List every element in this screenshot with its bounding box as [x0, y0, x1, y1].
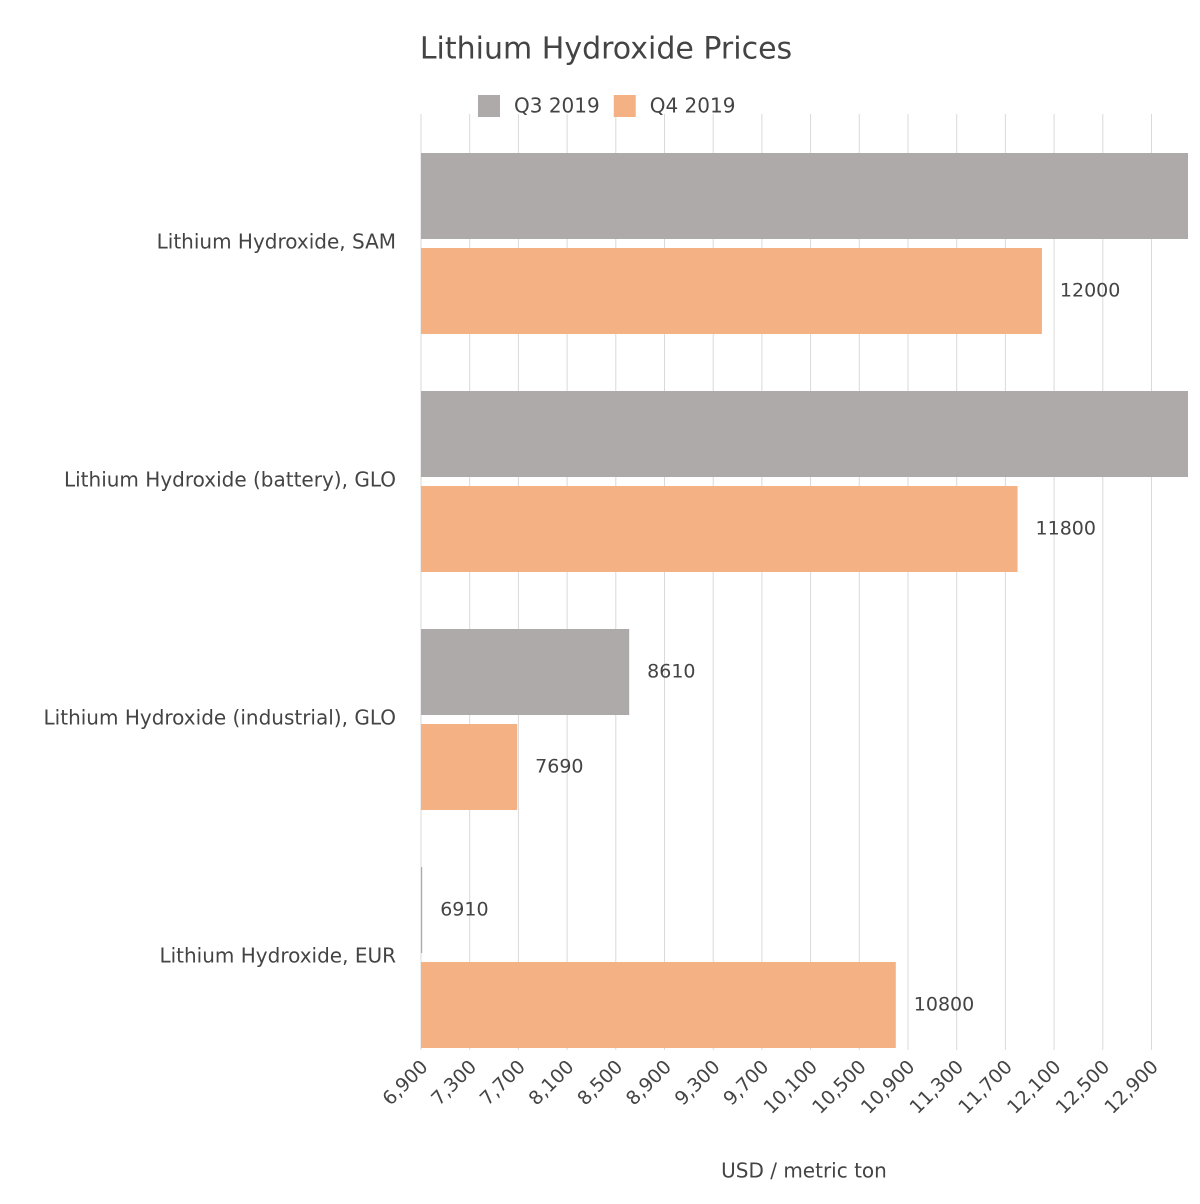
x-tick-label: 10,900 [857, 1056, 920, 1119]
x-tick-label: 12,500 [1052, 1056, 1115, 1119]
x-tick-label: 7,700 [476, 1056, 530, 1110]
y-tick-label: Lithium Hydroxide, SAM [157, 230, 396, 254]
legend-swatch [613, 95, 636, 117]
chart-title: Lithium Hydroxide Prices [420, 32, 792, 67]
bar [421, 629, 630, 715]
legend-label: Q4 2019 [650, 94, 736, 118]
x-tick-label: 7,300 [427, 1056, 481, 1110]
x-tick-label: 11,700 [954, 1056, 1017, 1119]
x-axis-title: USD / metric ton [721, 1159, 887, 1183]
bar [421, 153, 1188, 239]
value-label: 11800 [1036, 518, 1096, 540]
x-tick-label: 8,500 [573, 1056, 627, 1110]
bar [421, 962, 896, 1048]
x-tick-label: 8,900 [622, 1056, 676, 1110]
bar [421, 867, 423, 953]
y-tick-label: Lithium Hydroxide (battery), GLO [64, 468, 396, 492]
bar [421, 486, 1018, 572]
legend-swatch [478, 95, 500, 117]
x-tick-label: 10,500 [808, 1056, 871, 1119]
y-tick-label: Lithium Hydroxide, EUR [159, 944, 396, 968]
legend-label: Q3 2019 [514, 94, 600, 118]
x-tick-label: 11,300 [906, 1056, 969, 1119]
x-tick-label: 10,100 [759, 1056, 822, 1119]
x-tick-label: 12,100 [1003, 1056, 1066, 1119]
value-label: 12000 [1060, 280, 1120, 302]
value-label: 7690 [535, 756, 583, 778]
x-tick-label: 6,900 [378, 1056, 432, 1110]
x-tick-label: 8,100 [524, 1056, 578, 1110]
value-label: 10800 [914, 994, 974, 1016]
bar [421, 248, 1042, 334]
y-tick-label: Lithium Hydroxide (industrial), GLO [44, 706, 396, 730]
bar [421, 724, 518, 810]
x-tick-label: 12,900 [1100, 1056, 1163, 1119]
bar [421, 391, 1188, 477]
value-label: 6910 [440, 899, 488, 921]
x-tick-label: 9,300 [671, 1056, 725, 1110]
value-label: 8610 [647, 661, 695, 683]
